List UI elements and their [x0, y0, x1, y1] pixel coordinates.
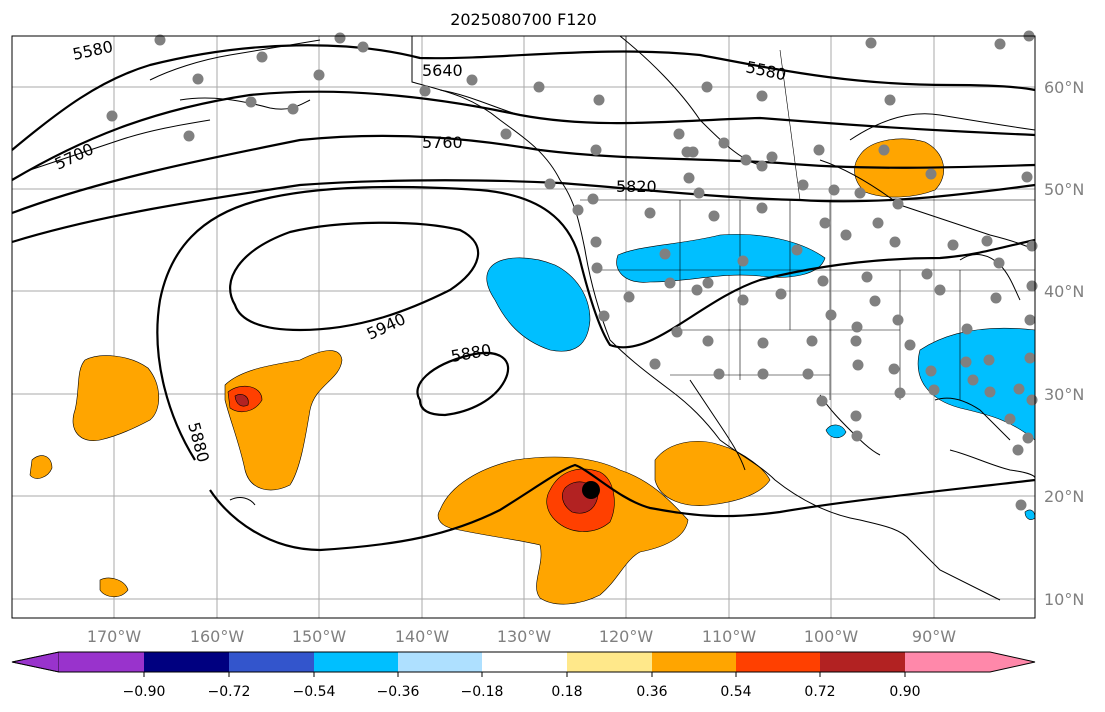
lat-label-30n: 30°N [1044, 385, 1084, 404]
positive-anomaly-eastern-pacific [437, 456, 689, 605]
lon-label-120w: 120°W [599, 627, 654, 646]
lon-label-110w: 110°W [702, 627, 757, 646]
colorbar-segment [652, 652, 736, 672]
colorbar-tick-label: 0.54 [720, 684, 751, 700]
longitude-labels: 170°W 160°W 150°W 140°W 130°W 120°W 110°… [87, 627, 956, 646]
colorbar-segment [736, 652, 820, 672]
lat-label-60n: 60°N [1044, 78, 1084, 97]
positive-anomaly-hawaii [224, 350, 343, 491]
storm-center-marker [582, 481, 600, 499]
latitude-labels: 60°N 50°N 40°N 30°N 20°N 10°N [1044, 78, 1084, 609]
contour-5880-large [156, 185, 1036, 552]
lon-label-160w: 160°W [190, 627, 245, 646]
negative-anomaly-pacific [486, 257, 591, 352]
colorbar-tick-label: 0.72 [804, 684, 835, 700]
colorbar-tick-label: −0.54 [293, 684, 336, 700]
lat-label-10n: 10°N [1044, 590, 1084, 609]
lon-label-100w: 100°W [804, 627, 859, 646]
lon-label-130w: 130°W [497, 627, 552, 646]
colorbar-tick-label: −0.90 [123, 684, 166, 700]
contour-label: 5760 [422, 133, 463, 152]
positive-anomaly-hawaii-west [72, 355, 160, 441]
anomaly-shading [29, 138, 1036, 605]
graticule [12, 36, 1035, 618]
contour-5940 [229, 221, 480, 332]
colorbar-segment [398, 652, 482, 672]
contour-label: 5640 [422, 61, 463, 80]
colorbar-tick-label: 0.90 [889, 684, 920, 700]
negative-anomaly-great-basin [616, 234, 826, 283]
station-markers [106, 30, 1038, 511]
contour-label: 5820 [616, 177, 657, 196]
lat-label-20n: 20°N [1044, 487, 1084, 506]
lon-label-150w: 150°W [292, 627, 347, 646]
colorbar-tick-label: −0.18 [461, 684, 504, 700]
lon-label-90w: 90°W [912, 627, 956, 646]
colorbar-segment [990, 652, 1035, 672]
colorbar-segment [567, 652, 652, 672]
colorbar-segment [144, 652, 229, 672]
colorbar-segment [820, 652, 905, 672]
colorbar-segment [229, 652, 314, 672]
colorbar-tick-label: 0.18 [551, 684, 582, 700]
colorbar-segment [482, 652, 567, 672]
colorbar-tick-label: 0.36 [636, 684, 667, 700]
colorbar-segment [59, 652, 144, 672]
colorbar-segment [314, 652, 398, 672]
colorbar: −0.90 −0.72 −0.54 −0.36 −0.18 0.18 0.36 … [11, 651, 1036, 700]
contour-5880-small [416, 351, 510, 417]
lat-label-50n: 50°N [1044, 180, 1084, 199]
colorbar-segment [11, 651, 60, 673]
lat-label-40n: 40°N [1044, 282, 1084, 301]
lon-label-140w: 140°W [395, 627, 450, 646]
map-frame [11, 35, 1036, 619]
lon-label-170w: 170°W [87, 627, 142, 646]
borders [580, 36, 1035, 400]
height-contours [11, 44, 1036, 552]
colorbar-segment [905, 652, 990, 672]
colorbar-tick-label: −0.36 [377, 684, 420, 700]
colorbar-tick-label: −0.72 [208, 684, 251, 700]
map-title: 2025080700 F120 [450, 10, 597, 29]
